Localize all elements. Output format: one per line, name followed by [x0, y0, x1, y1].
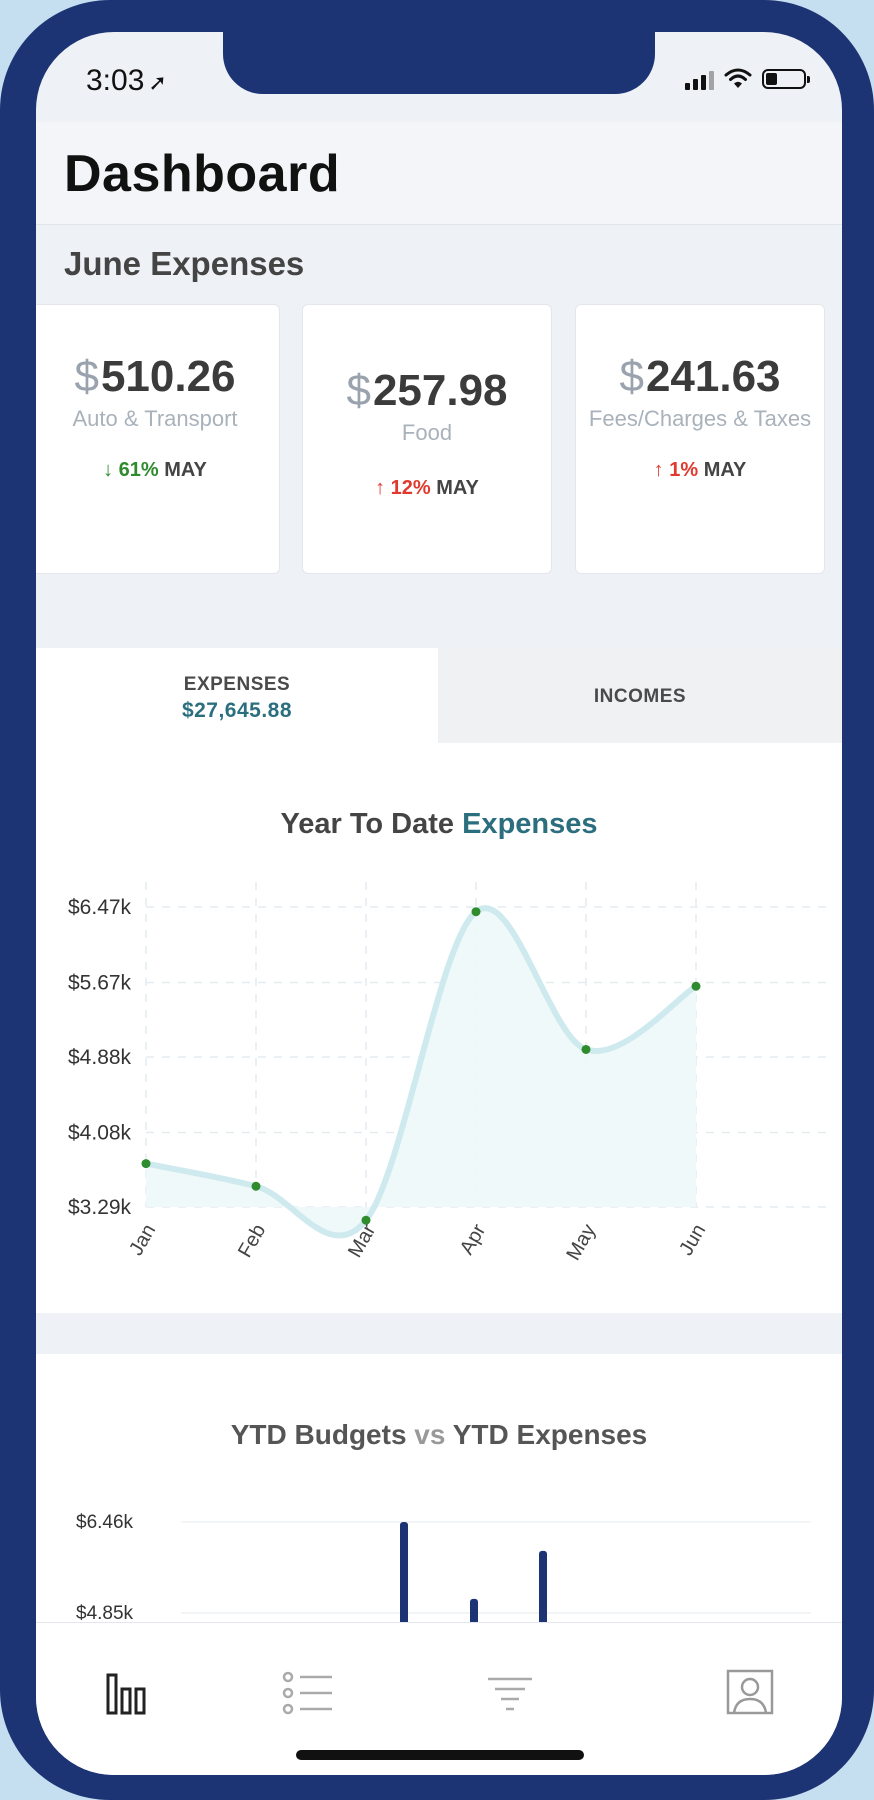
y-tick-label: $4.85k	[76, 1603, 134, 1624]
trend-percent: 61%	[118, 459, 159, 481]
trend-up-icon: ↑	[653, 459, 664, 481]
card-amount: $241.63	[576, 355, 824, 399]
amount-value: 241.63	[645, 352, 781, 401]
budgets-vs-expenses-chart: $4.85k $6.46k	[76, 1512, 811, 1632]
currency-symbol: $	[74, 352, 99, 401]
data-point	[471, 907, 481, 917]
currency-symbol: $	[346, 366, 371, 415]
card-category: Fees/Charges & Taxes	[588, 406, 812, 431]
trend-month: MAY	[164, 459, 207, 481]
budgets-vs-expenses-panel	[36, 1354, 842, 1654]
bar-chart-icon[interactable]	[96, 1665, 156, 1721]
tab-incomes-label: INCOMES	[593, 686, 687, 707]
card-trend: ↑ 12% MAY	[303, 477, 551, 500]
bar	[539, 1550, 547, 1632]
chart2-title: YTD Budgets vs YTD Expenses	[36, 1419, 842, 1451]
trend-down-icon: ↓	[103, 459, 114, 481]
status-icons	[685, 68, 810, 90]
chart2-title-vs: vs	[414, 1419, 446, 1450]
signal-icon	[685, 68, 714, 90]
home-indicator	[296, 1750, 584, 1760]
card-amount: $510.26	[36, 355, 279, 399]
trend-month: MAY	[436, 477, 479, 499]
trend-percent: 12%	[390, 477, 431, 499]
expense-card-auto[interactable]: $510.26 Auto & Transport ↓ 61% MAY	[36, 304, 280, 574]
wifi-icon	[724, 68, 752, 88]
card-trend: ↑ 1% MAY	[576, 459, 824, 482]
tab-expenses-total: $27,645.88	[181, 699, 293, 722]
status-time: 3:03 ➚	[86, 64, 167, 98]
list-icon[interactable]	[278, 1665, 338, 1721]
page-title: Dashboard	[64, 145, 341, 203]
card-category: Auto & Transport	[72, 406, 238, 431]
tab-expenses[interactable]: EXPENSES $27,645.88	[36, 648, 438, 743]
notch	[223, 32, 655, 94]
card-category: Food	[401, 420, 453, 445]
expense-income-tabs: EXPENSES $27,645.88 INCOMES	[36, 648, 842, 743]
y-tick-label: $4.08k	[68, 1121, 132, 1144]
y-tick-label: $4.88k	[68, 1046, 132, 1069]
card-amount: $257.98	[303, 369, 551, 413]
chart2-title-part2: YTD Expenses	[452, 1419, 648, 1450]
status-bar: 3:03 ➚	[36, 32, 842, 122]
data-point	[361, 1215, 371, 1225]
card-trend: ↓ 61% MAY	[36, 459, 279, 482]
data-point	[141, 1159, 151, 1169]
amount-value: 510.26	[100, 352, 236, 401]
section-title: June Expenses	[64, 245, 305, 282]
data-point	[581, 1044, 591, 1054]
expense-card-fees[interactable]: $241.63 Fees/Charges & Taxes ↑ 1% MAY	[575, 304, 825, 574]
battery-level	[766, 73, 777, 85]
chart-title: Year To Date Expenses	[36, 808, 842, 841]
screen: 3:03 ➚ Dashboard June Expenses $510.26 Au…	[36, 32, 842, 1775]
expense-card-food[interactable]: $257.98 Food ↑ 12% MAY	[302, 304, 552, 574]
filter-icon[interactable]	[480, 1665, 540, 1721]
tab-expenses-label: EXPENSES	[183, 674, 291, 695]
area-fill	[146, 908, 696, 1236]
bottom-tab-bar	[36, 1622, 842, 1775]
battery-icon	[762, 69, 810, 89]
y-tick-label: $6.47k	[68, 896, 132, 919]
bar	[400, 1522, 408, 1632]
currency-symbol: $	[619, 352, 644, 401]
trend-percent: 1%	[669, 459, 699, 481]
data-point	[691, 981, 701, 991]
chart-title-part2: Expenses	[462, 808, 598, 840]
location-arrow-icon: ➚	[148, 70, 167, 95]
chart-title-part1: Year To Date	[280, 808, 455, 840]
trend-month: MAY	[703, 459, 747, 481]
tab-incomes[interactable]: INCOMES	[438, 648, 842, 743]
trend-up-icon: ↑	[375, 477, 386, 499]
status-time-text: 3:03	[86, 64, 145, 97]
chart2-title-part1: YTD Budgets	[230, 1419, 407, 1450]
profile-icon[interactable]	[720, 1665, 780, 1721]
y-tick-label: $6.46k	[76, 1512, 134, 1533]
header-bar	[36, 122, 842, 225]
y-tick-label: $5.67k	[68, 971, 132, 994]
data-point	[251, 1181, 261, 1191]
y-tick-label: $3.29k	[68, 1196, 132, 1219]
amount-value: 257.98	[372, 366, 508, 415]
